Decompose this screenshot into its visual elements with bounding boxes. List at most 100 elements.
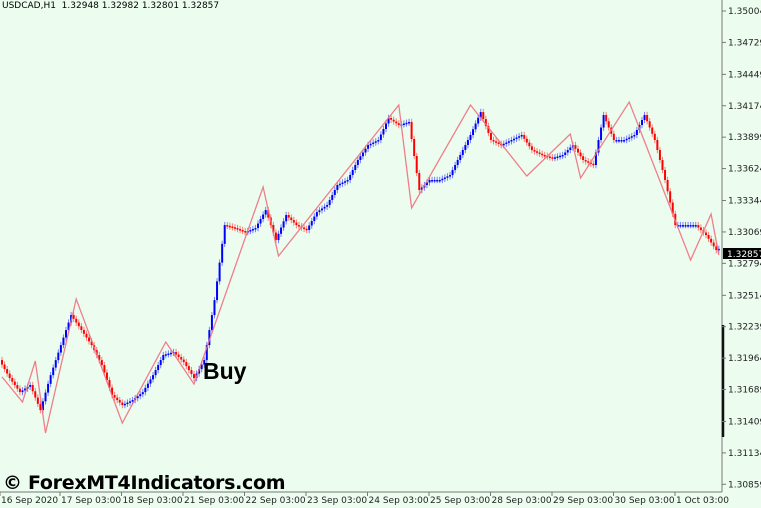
bull-candle	[310, 221, 313, 226]
bear-candle	[239, 229, 242, 231]
bear-candle	[305, 228, 308, 231]
bear-candle	[185, 362, 188, 367]
bear-candle	[392, 119, 395, 122]
bull-candle	[402, 123, 405, 126]
bull-candle	[259, 219, 262, 224]
bear-candle	[241, 230, 244, 232]
bull-candle	[425, 182, 428, 186]
bull-candle	[351, 169, 354, 175]
bear-candle	[34, 391, 37, 398]
bear-candle	[85, 333, 88, 338]
bull-candle	[449, 175, 451, 177]
watermark: © ForexMT4Indicators.com	[3, 472, 286, 494]
bull-candle	[431, 179, 434, 182]
bear-candle	[180, 357, 183, 360]
bear-candle	[390, 117, 393, 120]
bear-candle	[607, 121, 610, 128]
bear-candle	[228, 225, 231, 228]
bull-candle	[684, 225, 687, 227]
bear-candle	[669, 191, 672, 203]
bear-candle	[292, 220, 295, 223]
price-tick-label: 1.33069	[728, 228, 761, 238]
bull-candle	[474, 123, 477, 130]
price-tick-label: 1.33624	[728, 165, 761, 175]
time-tick-label: 16 Sep 2020	[1, 496, 58, 506]
bull-candle	[47, 383, 50, 393]
bull-candle	[502, 143, 505, 146]
bull-candle	[405, 122, 408, 125]
bull-candle	[420, 187, 423, 191]
bull-candle	[513, 138, 515, 141]
bear-candle	[303, 227, 306, 230]
bull-candle	[146, 383, 149, 388]
bear-candle	[551, 157, 554, 159]
bull-candle	[67, 322, 70, 331]
bull-candle	[169, 352, 172, 355]
bear-candle	[612, 133, 615, 141]
bear-candle	[538, 152, 541, 155]
bear-candle	[3, 364, 6, 370]
bull-candle	[49, 375, 52, 384]
bear-candle	[233, 227, 236, 229]
bull-candle	[24, 388, 27, 391]
price-tick-label: 1.32794	[728, 259, 761, 269]
bull-candle	[57, 352, 60, 361]
bear-candle	[16, 385, 19, 389]
bull-candle	[359, 156, 362, 161]
bear-candle	[36, 397, 39, 404]
bear-candle	[541, 153, 544, 156]
bull-candle	[454, 165, 457, 171]
bull-candle	[602, 115, 605, 128]
bull-candle	[277, 233, 280, 241]
bull-candle	[472, 129, 475, 135]
bear-candle	[705, 232, 707, 236]
price-tick-label: 1.33899	[728, 133, 761, 143]
bull-candle	[456, 160, 459, 166]
bear-candle	[715, 246, 718, 251]
bull-candle	[436, 179, 439, 182]
bear-candle	[31, 385, 34, 392]
bear-candle	[492, 140, 495, 142]
bull-candle	[428, 179, 431, 183]
bear-candle	[287, 215, 290, 218]
bull-candle	[630, 136, 633, 138]
bull-candle	[385, 123, 387, 130]
bear-candle	[699, 227, 702, 231]
bull-candle	[372, 142, 375, 145]
price-tick-label: 1.31964	[728, 354, 761, 364]
bear-candle	[710, 238, 713, 243]
bull-candle	[208, 330, 211, 346]
bear-candle	[605, 115, 608, 122]
bull-candle	[131, 400, 134, 402]
bull-candle	[687, 225, 690, 227]
bull-candle	[262, 214, 265, 220]
bull-candle	[318, 210, 321, 213]
bull-candle	[323, 206, 326, 209]
price-tick-label: 1.31409	[728, 417, 761, 427]
bear-candle	[530, 146, 533, 151]
bull-candle	[141, 392, 144, 395]
bear-candle	[536, 151, 539, 153]
bull-candle	[377, 140, 380, 142]
bull-candle	[408, 121, 411, 124]
chart-title: USDCAD,H1 1.32948 1.32982 1.32801 1.3285…	[2, 1, 220, 11]
price-tick-label: 1.31134	[728, 449, 761, 459]
bear-candle	[11, 378, 14, 382]
bull-candle	[52, 367, 55, 376]
bear-candle	[582, 156, 585, 161]
price-tick-label: 1.30859	[728, 480, 761, 490]
bear-candle	[646, 115, 649, 122]
bear-candle	[88, 337, 91, 342]
bear-candle	[187, 366, 190, 371]
bull-candle	[364, 148, 367, 153]
bear-candle	[177, 354, 180, 358]
bull-candle	[203, 360, 206, 365]
bull-candle	[510, 140, 513, 142]
price-tick-label: 1.34449	[728, 70, 761, 80]
bull-candle	[623, 140, 626, 142]
bull-candle	[264, 210, 267, 215]
time-tick-label: 30 Sep 03:00	[615, 496, 675, 506]
bull-candle	[692, 225, 695, 227]
bull-candle	[200, 364, 203, 370]
